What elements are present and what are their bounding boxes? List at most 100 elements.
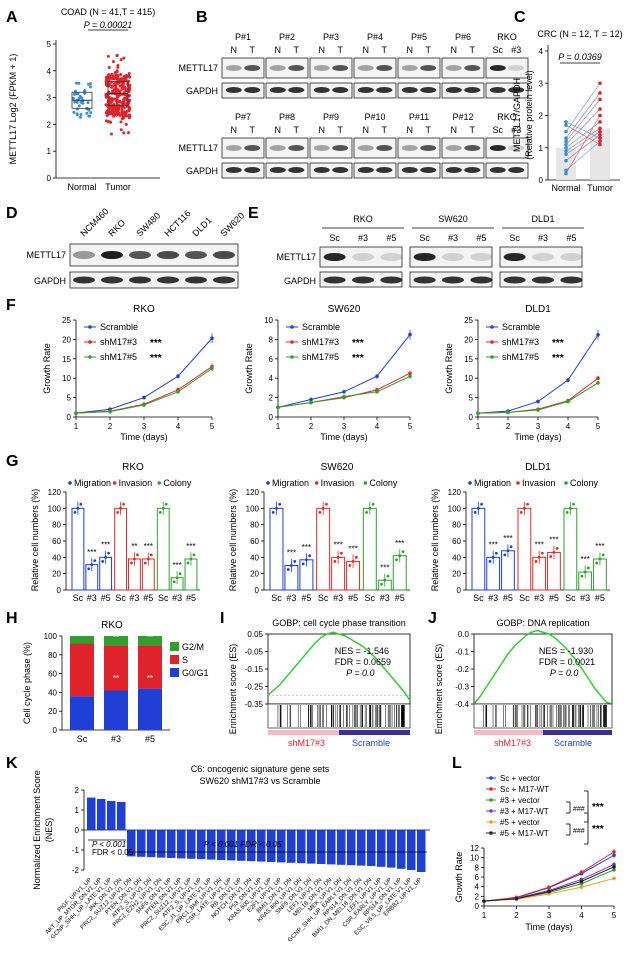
panel-j-nes: NES = -1.930: [539, 646, 593, 656]
panel-f-xtick-label: 5: [210, 422, 215, 431]
panel-g-point: [73, 511, 77, 514]
panel-g-xtick-label: Sc: [271, 593, 282, 603]
panel-k-bar: [227, 830, 236, 861]
panel-i-ytick-label: -0.15: [245, 665, 264, 674]
panel-g-point: [79, 502, 83, 506]
panel-e-band: [413, 276, 436, 284]
panel-g-xtick-label: #3: [488, 593, 498, 603]
panel-b-band: [508, 87, 525, 93]
panel-c-ytick-label: 1: [539, 144, 544, 153]
panel-b-band: [464, 87, 481, 93]
panel-g-xtick-label: #3: [172, 593, 182, 603]
panel-j-right-label: Scramble: [554, 738, 592, 748]
panel-l-sig: ***: [592, 802, 604, 813]
panel-k-bar: [277, 830, 286, 863]
panel-e-lane-label: Sc: [419, 233, 430, 243]
panel-c-pvalue: P = 0.0369: [558, 52, 601, 62]
panel-g-point: [318, 511, 322, 514]
panel-f-legend-marker: [88, 325, 92, 329]
panel-d-lane-label: SW480: [134, 210, 162, 238]
panel-e-band: [352, 253, 374, 261]
panel-g-xtick-label: #5: [186, 593, 196, 603]
panel-k-bar: [417, 830, 426, 872]
panel-i-rank-neg: [339, 730, 410, 735]
panel-d-row-label: GAPDH: [34, 276, 66, 286]
panel-b-sub-label: T: [469, 45, 475, 55]
panel-e-blot-mettl17: [319, 246, 403, 268]
panel-a-tumor-point: [104, 119, 108, 123]
panel-b-band: [244, 167, 261, 173]
panel-a-normal-point: [79, 100, 83, 104]
panel-g-xtick-label: #5: [348, 593, 358, 603]
panel-g-ylabel: Relative cell numbers (%): [30, 489, 40, 592]
panel-g-ytick-label: 20: [52, 570, 61, 579]
panel-b-band: [401, 145, 418, 151]
panel-f-ytick-label: 0: [67, 413, 72, 422]
panel-a-tumor-point: [107, 66, 111, 70]
panel-g-point: [354, 555, 358, 559]
panel-g-point: [136, 553, 139, 557]
panel-e-band: [470, 276, 493, 284]
panel-a-tumor-point: [120, 104, 124, 108]
panel-b-lane-bottom: P#11: [409, 112, 429, 122]
panel-a-ytick-label: 3: [47, 94, 52, 103]
panel-j-ytick-label: -0.1: [455, 648, 469, 657]
panel-b-band: [269, 87, 286, 93]
panel-g-point: [580, 574, 584, 578]
panel-b-blot-gapdh: [397, 82, 441, 99]
panel-b-band: [332, 167, 349, 173]
panel-g-xtick-label: #3: [380, 593, 390, 603]
panel-b-band: [357, 167, 374, 173]
panel-c-bar-normal: [556, 147, 576, 180]
panel-c-ylabel2: (Relative protein level): [524, 70, 534, 160]
panel-g-legend-label: Migration: [272, 478, 309, 488]
panel-a-normal-point: [83, 89, 87, 93]
panel-b-sub-label: #3: [511, 45, 521, 55]
panel-c-tumor-point: [598, 107, 602, 111]
panel-e-lane-label: Sc: [329, 233, 340, 243]
panel-g-sig: ***: [144, 542, 153, 551]
panel-i-barcode-frame: [267, 703, 411, 729]
panel-b-band: [489, 65, 506, 71]
panel-b-lane-top: P#4: [367, 32, 383, 42]
panel-l-xtick-label: 2: [514, 911, 519, 920]
panel-l-legend-label: #5 + M17-WT: [500, 829, 549, 838]
panel-j-ylabel: Enrichment score (ES): [434, 644, 444, 735]
panel-a-tumor-point: [119, 72, 123, 76]
panel-f-xtick-label: 2: [108, 422, 113, 431]
panel-a-ytick-label: 5: [47, 40, 52, 49]
panel-f-xlabel: Time (days): [320, 432, 367, 442]
panel-g-legend-marker: [314, 481, 319, 485]
panel-b-band: [288, 87, 305, 93]
panel-g-point: [93, 559, 97, 562]
panel-b-band: [244, 87, 261, 93]
panel-g-point: [324, 502, 328, 506]
panel-f-ytick-label: 25: [464, 316, 473, 325]
panel-k-bar: [387, 830, 396, 868]
panel-l-legend-label: #3 + vector: [500, 796, 540, 805]
panel-f-legend-marker: [490, 325, 494, 329]
panel-f-ytick-label: 0: [269, 413, 274, 422]
panel-b-band: [225, 87, 242, 93]
panel-g-legend-marker: [68, 481, 72, 485]
panel-g-sig: ***: [380, 563, 389, 572]
panel-a-tumor-point: [117, 93, 121, 97]
panel-b-blot-gapdh: [353, 162, 397, 179]
panel-f-ytick-label: 6: [269, 355, 274, 364]
panel-h-ytick-label: 0: [53, 726, 58, 735]
panel-g-sig: ***: [101, 541, 110, 550]
panel-f-xtick-label: 3: [142, 422, 147, 431]
panel-j-title: GOBP: DNA replication: [496, 618, 589, 628]
panel-g-ytick-label: 100: [448, 504, 462, 513]
panel-b-sub-label: T: [249, 45, 255, 55]
panel-c-normal-point: [564, 149, 568, 153]
panel-g-point: [161, 506, 165, 510]
panel-a-tumor-point: [122, 131, 126, 135]
panel-d-band: [73, 251, 95, 259]
panel-d-band: [129, 251, 151, 259]
panel-g-legend-marker: [266, 481, 270, 485]
panel-letter-d: D: [6, 205, 18, 222]
panel-b-row-label: GAPDH: [186, 166, 218, 176]
panel-e-band: [352, 276, 374, 284]
panel-b-band: [313, 145, 330, 151]
